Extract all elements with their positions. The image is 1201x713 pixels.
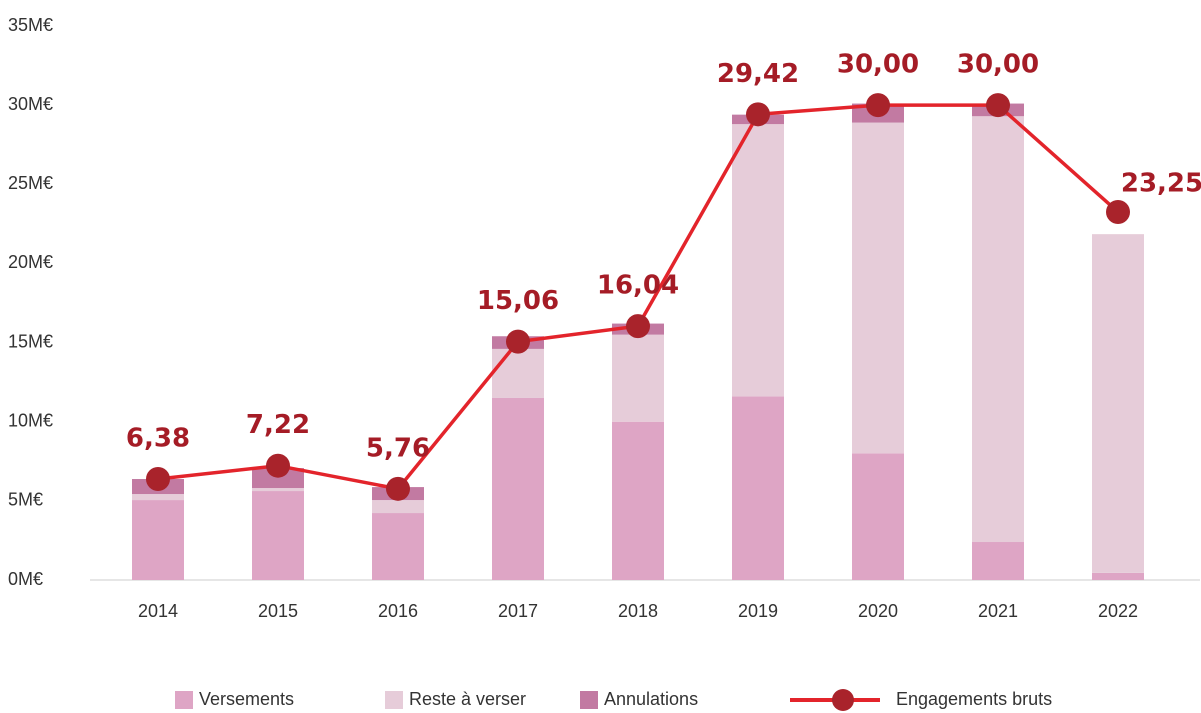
bar-segment: [972, 116, 1024, 543]
legend-swatch: [175, 691, 193, 709]
value-label: 6,38: [126, 424, 190, 454]
value-label: 29,42: [717, 59, 799, 89]
line-marker: [746, 102, 770, 127]
x-tick-label: 2019: [738, 601, 778, 621]
x-tick-label: 2015: [258, 601, 298, 621]
x-tick-label: 2022: [1098, 601, 1138, 621]
bar-segment: [972, 542, 1024, 580]
y-tick-label: 25M€: [8, 173, 53, 193]
bar-segment: [252, 468, 304, 489]
legend-marker: [832, 689, 854, 711]
x-tick-label: 2014: [138, 601, 178, 621]
line-marker: [266, 453, 290, 478]
value-label: 30,00: [957, 50, 1039, 80]
value-label: 23,25: [1121, 168, 1201, 198]
legend-swatch: [580, 691, 598, 709]
bar-segment: [252, 491, 304, 580]
bar-segment: [372, 500, 424, 514]
line-marker: [986, 93, 1010, 118]
bar-segment: [852, 453, 904, 580]
bar-segment: [852, 122, 904, 454]
legend-swatch: [385, 691, 403, 709]
value-label: 5,76: [366, 433, 430, 463]
legend-label: Engagements bruts: [896, 689, 1052, 709]
bar-segment: [732, 396, 784, 580]
line-marker: [626, 314, 650, 339]
bar-segment: [732, 124, 784, 397]
value-label: 16,04: [597, 271, 679, 301]
x-tick-label: 2018: [618, 601, 658, 621]
line-marker: [866, 93, 890, 118]
bar-segment: [1092, 572, 1144, 580]
value-label: 30,00: [837, 50, 919, 80]
value-label: 7,22: [246, 410, 310, 440]
y-tick-label: 0M€: [8, 569, 43, 589]
line-marker: [386, 476, 410, 501]
line-marker: [146, 467, 170, 492]
line-marker: [1106, 199, 1130, 224]
bar-segment: [372, 513, 424, 580]
legend-label: Versements: [199, 689, 294, 709]
x-tick-label: 2021: [978, 601, 1018, 621]
bar-segment: [252, 488, 304, 492]
y-tick-label: 10M€: [8, 410, 53, 430]
bar-segment: [1092, 234, 1144, 573]
value-label: 15,06: [477, 286, 559, 316]
y-tick-label: 20M€: [8, 252, 53, 272]
bar-segment: [612, 334, 664, 422]
y-tick-label: 35M€: [8, 15, 53, 35]
bar-segment: [132, 494, 184, 501]
y-tick-label: 15M€: [8, 331, 53, 351]
legend-label: Reste à verser: [409, 689, 526, 709]
line-marker: [506, 329, 530, 354]
legend-label: Annulations: [604, 689, 698, 709]
bar-segment: [132, 500, 184, 580]
x-tick-label: 2017: [498, 601, 538, 621]
bar-segment: [492, 397, 544, 580]
x-tick-label: 2016: [378, 601, 418, 621]
bar-segment: [612, 421, 664, 580]
x-tick-label: 2020: [858, 601, 898, 621]
y-tick-label: 30M€: [8, 94, 53, 114]
bar-segment: [492, 348, 544, 398]
y-tick-label: 5M€: [8, 490, 43, 510]
